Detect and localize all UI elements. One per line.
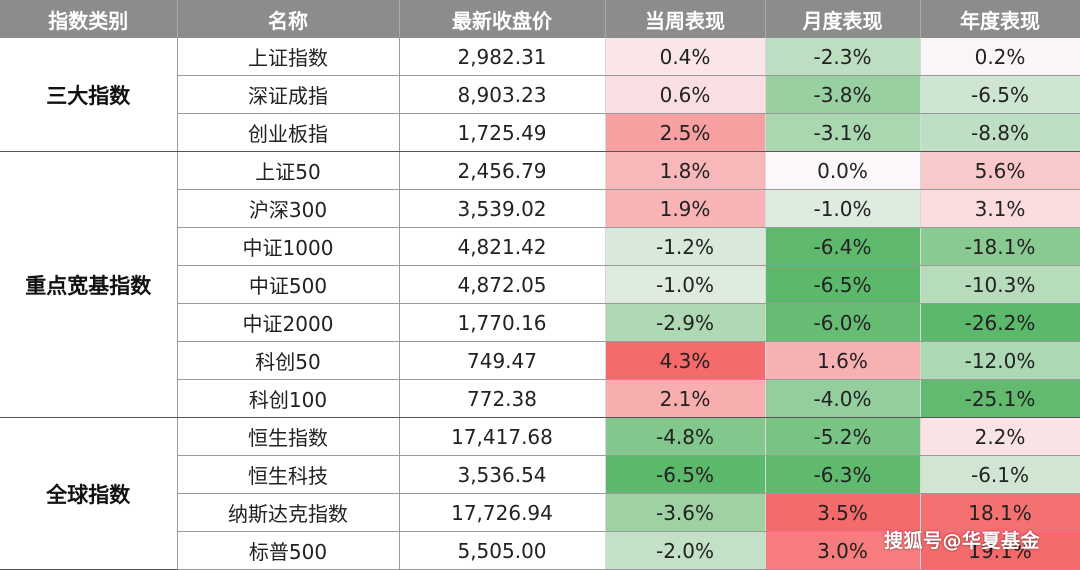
close-price: 749.47: [399, 341, 606, 380]
table-row: 标普500 5,505.00 -2.0% 3.0% 19.1%: [0, 531, 1080, 570]
yearly-change: 2.2%: [920, 417, 1080, 456]
weekly-change: 2.1%: [605, 379, 766, 418]
table-row: 中证500 4,872.05 -1.0% -6.5% -10.3%: [0, 265, 1080, 304]
weekly-change: 1.8%: [605, 151, 766, 190]
monthly-change: -4.0%: [765, 379, 921, 418]
yearly-change: -18.1%: [920, 227, 1080, 266]
close-price: 3,536.54: [399, 455, 606, 494]
watermark: 搜狐号@华夏基金: [884, 530, 1041, 552]
weekly-change: -4.8%: [605, 417, 766, 456]
table-row: 三大指数 上证指数 2,982.31 0.4% -2.3% 0.2%: [0, 38, 1080, 152]
weekly-change: 0.4%: [605, 38, 766, 76]
header-name: 名称: [177, 0, 400, 38]
table-row: 创业板指 1,725.49 2.5% -3.1% -8.8%: [0, 113, 1080, 152]
weekly-change: -1.0%: [605, 265, 766, 304]
table-row: 科创50 749.47 4.3% 1.6% -12.0%: [0, 341, 1080, 380]
table-row: 沪深300 3,539.02 1.9% -1.0% 3.1%: [0, 189, 1080, 228]
yearly-change: -8.8%: [920, 113, 1080, 152]
yearly-change: -12.0%: [920, 341, 1080, 380]
table-row: 深证成指 8,903.23 0.6% -3.8% -6.5%: [0, 75, 1080, 114]
close-price: 2,456.79: [399, 151, 606, 190]
header-category: 指数类别: [0, 0, 178, 38]
header-price: 最新收盘价: [399, 0, 606, 38]
close-price: 17,417.68: [399, 417, 606, 456]
close-price: 1,770.16: [399, 303, 606, 342]
index-name: 深证成指: [177, 75, 400, 114]
index-name: 上证指数: [177, 38, 400, 76]
table-row: 重点宽基指数 上证50 2,456.79 1.8% 0.0% 5.6%: [0, 151, 1080, 418]
monthly-change: -6.3%: [765, 455, 921, 494]
monthly-change: 0.0%: [765, 151, 921, 190]
weekly-change: 1.9%: [605, 189, 766, 228]
weekly-change: 2.5%: [605, 113, 766, 152]
index-name: 纳斯达克指数: [177, 493, 400, 532]
yearly-change: -10.3%: [920, 265, 1080, 304]
table-row: 全球指数 恒生指数 17,417.68 -4.8% -5.2% 2.2%: [0, 417, 1080, 570]
close-price: 5,505.00: [399, 531, 606, 570]
table-row: 恒生科技 3,536.54 -6.5% -6.3% -6.1%: [0, 455, 1080, 494]
index-name: 中证1000: [177, 227, 400, 266]
monthly-change: 1.6%: [765, 341, 921, 380]
monthly-change: -3.8%: [765, 75, 921, 114]
weekly-change: -1.2%: [605, 227, 766, 266]
index-name: 恒生指数: [177, 417, 400, 456]
monthly-change: -6.5%: [765, 265, 921, 304]
index-name: 科创100: [177, 379, 400, 418]
monthly-change: -3.1%: [765, 113, 921, 152]
table-row: 中证1000 4,821.42 -1.2% -6.4% -18.1%: [0, 227, 1080, 266]
weekly-change: -2.0%: [605, 531, 766, 570]
close-price: 8,903.23: [399, 75, 606, 114]
header-row: 指数类别 名称 最新收盘价 当周表现 月度表现 年度表现: [0, 0, 1080, 38]
index-name: 恒生科技: [177, 455, 400, 494]
close-price: 2,982.31: [399, 38, 606, 76]
header-week: 当周表现: [605, 0, 766, 38]
index-name: 沪深300: [177, 189, 400, 228]
monthly-change: -1.0%: [765, 189, 921, 228]
monthly-change: -5.2%: [765, 417, 921, 456]
yearly-change: 5.6%: [920, 151, 1080, 190]
yearly-change: 3.1%: [920, 189, 1080, 228]
header-month: 月度表现: [765, 0, 921, 38]
close-price: 4,821.42: [399, 227, 606, 266]
category-cell: 三大指数: [0, 38, 178, 152]
weekly-change: -3.6%: [605, 493, 766, 532]
index-name: 创业板指: [177, 113, 400, 152]
category-cell: 全球指数: [0, 417, 178, 570]
yearly-change: -25.1%: [920, 379, 1080, 418]
close-price: 772.38: [399, 379, 606, 418]
close-price: 1,725.49: [399, 113, 606, 152]
yearly-change: -6.1%: [920, 455, 1080, 494]
index-name: 上证50: [177, 151, 400, 190]
yearly-change: 0.2%: [920, 38, 1080, 76]
category-cell: 重点宽基指数: [0, 151, 178, 418]
index-name: 标普500: [177, 531, 400, 570]
index-name: 科创50: [177, 341, 400, 380]
yearly-change: -26.2%: [920, 303, 1080, 342]
index-name: 中证2000: [177, 303, 400, 342]
weekly-change: 4.3%: [605, 341, 766, 380]
close-price: 4,872.05: [399, 265, 606, 304]
monthly-change: 3.5%: [765, 493, 921, 532]
close-price: 3,539.02: [399, 189, 606, 228]
index-name: 中证500: [177, 265, 400, 304]
weekly-change: -6.5%: [605, 455, 766, 494]
weekly-change: 0.6%: [605, 75, 766, 114]
monthly-change: -2.3%: [765, 38, 921, 76]
table-row: 科创100 772.38 2.1% -4.0% -25.1%: [0, 379, 1080, 418]
close-price: 17,726.94: [399, 493, 606, 532]
table-row: 中证2000 1,770.16 -2.9% -6.0% -26.2%: [0, 303, 1080, 342]
yearly-change: -6.5%: [920, 75, 1080, 114]
monthly-change: -6.0%: [765, 303, 921, 342]
weekly-change: -2.9%: [605, 303, 766, 342]
monthly-change: -6.4%: [765, 227, 921, 266]
header-year: 年度表现: [920, 0, 1080, 38]
